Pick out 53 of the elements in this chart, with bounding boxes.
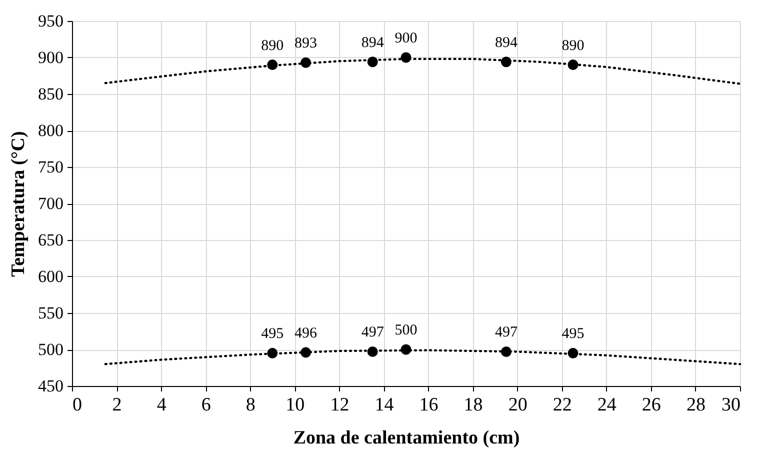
data-label: 890 bbox=[562, 38, 584, 54]
x-tick-label: 26 bbox=[642, 394, 661, 416]
y-tick-label: 550 bbox=[38, 304, 64, 322]
point bbox=[400, 344, 412, 355]
y-tick-label: 500 bbox=[38, 340, 64, 359]
point bbox=[568, 348, 578, 358]
x-tick-label: 16 bbox=[419, 394, 438, 416]
y-tick-label: 700 bbox=[38, 194, 64, 213]
data-label: 900 bbox=[394, 30, 418, 46]
y-tick-label: 900 bbox=[38, 48, 64, 67]
point bbox=[367, 346, 378, 357]
y-tick-label: 600 bbox=[38, 267, 64, 286]
data-label: 893 bbox=[294, 36, 318, 52]
x-tick-label: 22 bbox=[552, 394, 572, 416]
data-label: 495 bbox=[562, 326, 584, 342]
data-label: 497 bbox=[494, 324, 518, 341]
y-tick-label: 650 bbox=[38, 230, 64, 250]
point bbox=[300, 347, 312, 358]
x-axis-title: Zona de calentamiento (cm) bbox=[293, 428, 520, 448]
point bbox=[500, 56, 512, 68]
x-tick-label: 20 bbox=[508, 394, 528, 416]
data-label: 500 bbox=[394, 322, 418, 338]
data-label: 495 bbox=[261, 326, 284, 342]
x-tick-label: 24 bbox=[597, 394, 617, 416]
x-tick-label: 6 bbox=[201, 394, 211, 416]
x-tick-label: 30 bbox=[722, 394, 740, 416]
x-tick-label: 18 bbox=[464, 394, 483, 416]
point bbox=[300, 57, 312, 68]
data-label: 890 bbox=[261, 38, 284, 54]
data-label: 496 bbox=[294, 325, 318, 342]
y-tick-label: 800 bbox=[38, 121, 64, 140]
x-tick-label: 14 bbox=[374, 394, 394, 416]
data-label: 497 bbox=[361, 324, 384, 341]
y-axis-title: Temperatura (°C) bbox=[8, 131, 29, 277]
x-tick-label: 12 bbox=[330, 394, 350, 416]
x-tick-label: 8 bbox=[246, 394, 256, 416]
x-tick-label: 28 bbox=[686, 394, 706, 416]
point bbox=[568, 60, 578, 70]
y-tick-label: 450 bbox=[38, 376, 64, 396]
x-tick-label: 2 bbox=[112, 394, 122, 416]
point bbox=[267, 348, 278, 358]
data-label: 894 bbox=[361, 34, 384, 51]
x-tick-label: 4 bbox=[156, 394, 167, 416]
point bbox=[500, 346, 512, 357]
x-tick-label: 0 bbox=[72, 394, 82, 416]
x-tick-label: 10 bbox=[286, 394, 305, 416]
point bbox=[367, 56, 378, 68]
point bbox=[267, 60, 278, 70]
y-tick-label: 950 bbox=[38, 12, 64, 30]
data-label: 894 bbox=[494, 34, 518, 51]
point bbox=[400, 52, 412, 63]
y-tick-label: 850 bbox=[38, 84, 64, 104]
y-tick-label: 750 bbox=[38, 158, 64, 176]
